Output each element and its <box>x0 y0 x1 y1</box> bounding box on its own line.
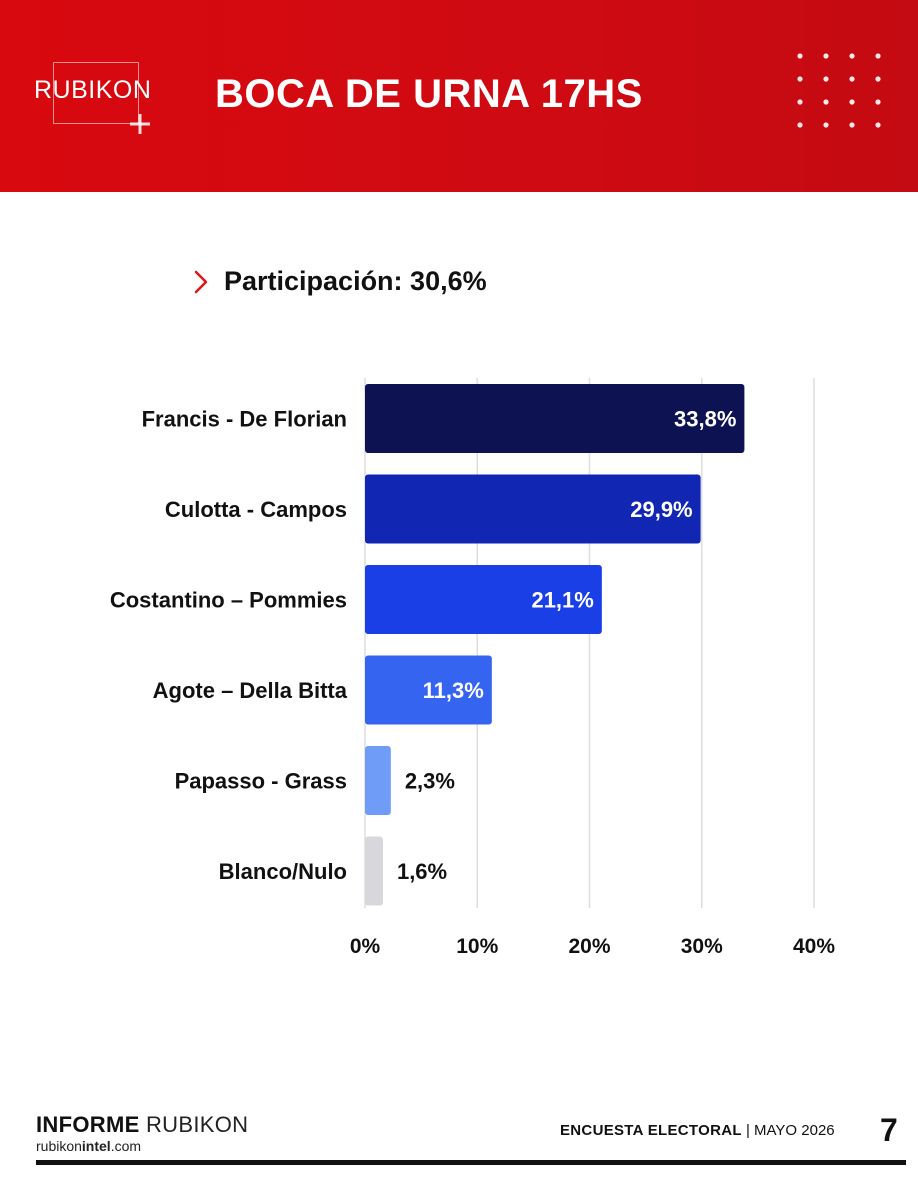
value-label: 33,8% <box>674 407 736 432</box>
decor-dot <box>875 99 881 105</box>
logo-text: RUBIKON <box>34 76 152 104</box>
decor-dot <box>823 99 829 105</box>
value-label: 11,3% <box>423 678 484 703</box>
x-tick-label: 0% <box>350 935 381 958</box>
footer-survey: ENCUESTA ELECTORAL | MAYO 2026 <box>560 1122 835 1139</box>
footer-brand: INFORME RUBIKON <box>36 1112 248 1138</box>
chevron-right-icon <box>194 270 208 293</box>
decor-dot <box>849 53 855 59</box>
decor-dot <box>797 53 803 59</box>
footer-url-post: .com <box>110 1138 142 1154</box>
x-tick-label: 40% <box>793 935 835 958</box>
bar <box>365 746 391 815</box>
footer-url: rubikonintel.com <box>36 1138 141 1154</box>
bar <box>365 384 745 453</box>
page-number: 7 <box>880 1112 898 1148</box>
value-label: 21,1% <box>531 588 593 613</box>
decor-dot <box>823 76 829 82</box>
category-label: Papasso - Grass <box>175 769 347 794</box>
category-label: Agote – Della Bitta <box>153 678 348 703</box>
value-label: 1,6% <box>397 859 447 884</box>
x-tick-label: 20% <box>568 935 610 958</box>
decor-dot <box>849 99 855 105</box>
category-label: Costantino – Pommies <box>110 588 347 613</box>
decor-dot <box>849 122 855 128</box>
footer-survey-date: | MAYO 2026 <box>745 1122 835 1139</box>
decor-dot <box>875 53 881 59</box>
logo-frame <box>53 62 139 124</box>
value-label: 2,3% <box>405 769 455 794</box>
bar <box>365 655 492 725</box>
participation-text: Participación: 30,6% <box>224 266 487 296</box>
footer-brand-light: RUBIKON <box>145 1112 249 1137</box>
decor-dot <box>823 122 829 128</box>
header-banner: RUBIKON BOCA DE URNA 17HS <box>0 0 918 192</box>
footer-url-pre: rubikon <box>36 1138 82 1154</box>
decor-dot <box>823 53 829 59</box>
dot-grid-decoration <box>797 53 881 128</box>
category-label: Blanco/Nulo <box>219 859 347 884</box>
decor-dot <box>797 122 803 128</box>
value-label: 29,9% <box>630 497 692 522</box>
category-label: Francis - De Florian <box>142 407 347 432</box>
bar <box>365 474 701 544</box>
bar <box>365 565 602 634</box>
footer-brand-bold: INFORME <box>36 1112 140 1137</box>
category-label: Culotta - Campos <box>165 497 347 522</box>
footer-divider <box>36 1160 906 1165</box>
rubikon-logo: RUBIKON <box>34 62 164 138</box>
participation-line: Participación: 30,6% <box>192 266 487 297</box>
x-tick-label: 30% <box>681 935 723 958</box>
decor-dot <box>875 122 881 128</box>
decor-dot <box>797 99 803 105</box>
page-title: BOCA DE URNA 17HS <box>215 72 643 116</box>
footer-url-bold: intel <box>81 1138 111 1154</box>
decor-dot <box>849 76 855 82</box>
footer-survey-bold: ENCUESTA ELECTORAL <box>560 1122 742 1139</box>
plus-icon <box>130 114 150 134</box>
x-tick-label: 10% <box>456 935 498 958</box>
decor-dot <box>875 76 881 82</box>
decor-dot <box>797 76 803 82</box>
bar <box>365 836 383 906</box>
